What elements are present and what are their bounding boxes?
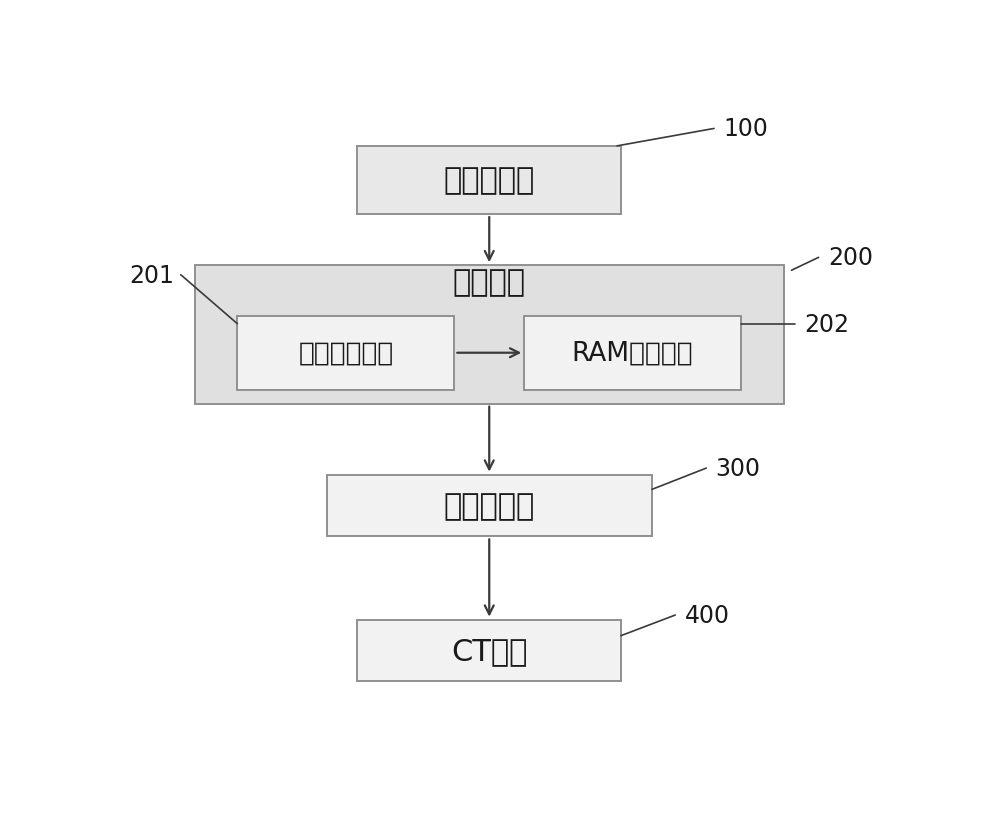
Bar: [195, 266, 784, 405]
Text: 400: 400: [685, 604, 730, 627]
Text: 202: 202: [805, 313, 850, 336]
Text: 100: 100: [723, 117, 768, 141]
Text: 处理模块: 处理模块: [453, 268, 526, 297]
Text: 高压发生器: 高压发生器: [444, 492, 535, 520]
Text: 201: 201: [130, 263, 175, 288]
Text: 300: 300: [716, 456, 761, 481]
Text: CT球管: CT球管: [451, 636, 527, 665]
Text: RAM缓存单元: RAM缓存单元: [572, 340, 693, 366]
Bar: [357, 147, 621, 215]
Text: 插值处理单元: 插值处理单元: [298, 340, 394, 366]
Bar: [524, 316, 741, 390]
Text: 200: 200: [828, 246, 873, 270]
Bar: [326, 476, 652, 537]
Text: 中央控制器: 中央控制器: [444, 166, 535, 196]
Bar: [357, 620, 621, 681]
Bar: [237, 316, 454, 390]
